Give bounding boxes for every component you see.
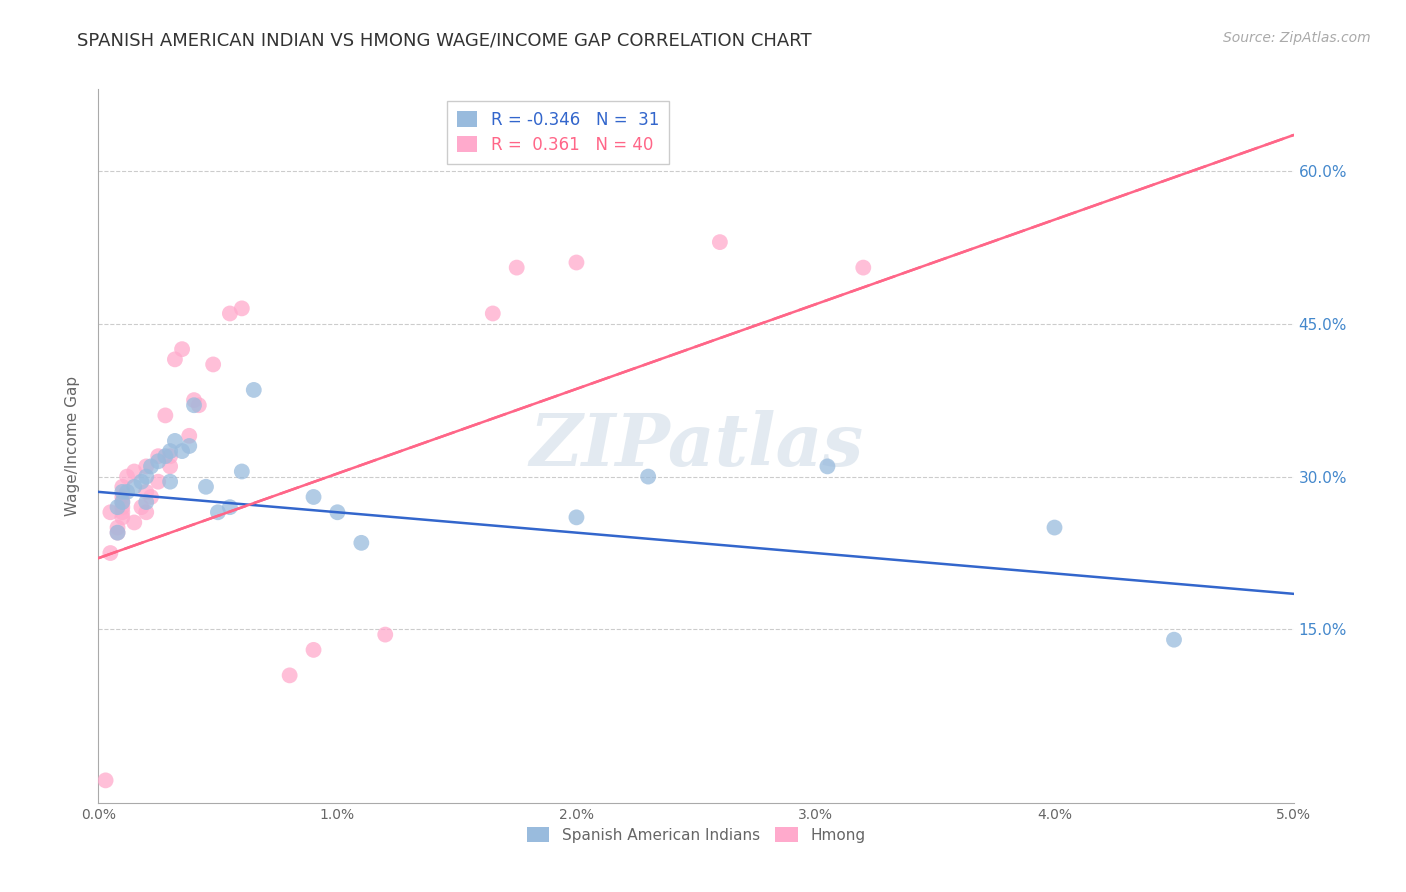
Point <box>159 449 181 463</box>
Point <box>148 475 170 489</box>
Point <box>107 500 129 515</box>
Point <box>115 484 138 499</box>
Text: SPANISH AMERICAN INDIAN VS HMONG WAGE/INCOME GAP CORRELATION CHART: SPANISH AMERICAN INDIAN VS HMONG WAGE/IN… <box>77 31 811 49</box>
Point <box>1163 632 1185 647</box>
Point <box>506 260 529 275</box>
Point <box>163 352 186 367</box>
Point <box>107 525 129 540</box>
Point <box>565 510 588 524</box>
Point <box>111 490 134 504</box>
Point <box>98 505 122 519</box>
Point <box>172 444 194 458</box>
Legend: Spanish American Indians, Hmong: Spanish American Indians, Hmong <box>520 821 872 848</box>
Point <box>135 484 157 499</box>
Point <box>709 235 731 249</box>
Text: ZIPatlas: ZIPatlas <box>529 410 863 482</box>
Point <box>163 434 186 448</box>
Point <box>482 306 505 320</box>
Y-axis label: Wage/Income Gap: Wage/Income Gap <box>65 376 80 516</box>
Point <box>852 260 875 275</box>
Point <box>231 465 253 479</box>
Point <box>219 500 242 515</box>
Point <box>565 255 588 269</box>
Point <box>131 475 153 489</box>
Point <box>219 306 242 320</box>
Point <box>159 459 181 474</box>
Point <box>159 444 181 458</box>
Point <box>155 409 177 423</box>
Point <box>131 500 153 515</box>
Point <box>195 480 218 494</box>
Point <box>107 525 129 540</box>
Point <box>302 490 325 504</box>
Point <box>135 505 157 519</box>
Point <box>111 500 134 515</box>
Point <box>172 342 194 356</box>
Point <box>350 536 373 550</box>
Point <box>374 627 396 641</box>
Point <box>183 393 205 408</box>
Point <box>135 459 157 474</box>
Point <box>148 454 170 468</box>
Point <box>243 383 266 397</box>
Point <box>124 465 146 479</box>
Point <box>111 484 134 499</box>
Point <box>183 398 205 412</box>
Point <box>159 475 181 489</box>
Point <box>278 668 301 682</box>
Point <box>111 510 134 524</box>
Point <box>115 469 138 483</box>
Point <box>302 643 325 657</box>
Point <box>202 358 225 372</box>
Point <box>139 490 162 504</box>
Point <box>135 469 157 483</box>
Point <box>111 480 134 494</box>
Point <box>1043 520 1066 534</box>
Text: Source: ZipAtlas.com: Source: ZipAtlas.com <box>1223 31 1371 45</box>
Point <box>111 505 134 519</box>
Point <box>179 429 201 443</box>
Point <box>124 516 146 530</box>
Point <box>124 480 146 494</box>
Point <box>179 439 201 453</box>
Point <box>155 449 177 463</box>
Point <box>326 505 349 519</box>
Point <box>637 469 659 483</box>
Point <box>107 520 129 534</box>
Point <box>94 773 117 788</box>
Point <box>98 546 122 560</box>
Point <box>207 505 229 519</box>
Point <box>111 495 134 509</box>
Point <box>111 495 134 509</box>
Point <box>135 495 157 509</box>
Point <box>148 449 170 463</box>
Point <box>187 398 209 412</box>
Point <box>231 301 253 316</box>
Point <box>139 459 162 474</box>
Point <box>815 459 838 474</box>
